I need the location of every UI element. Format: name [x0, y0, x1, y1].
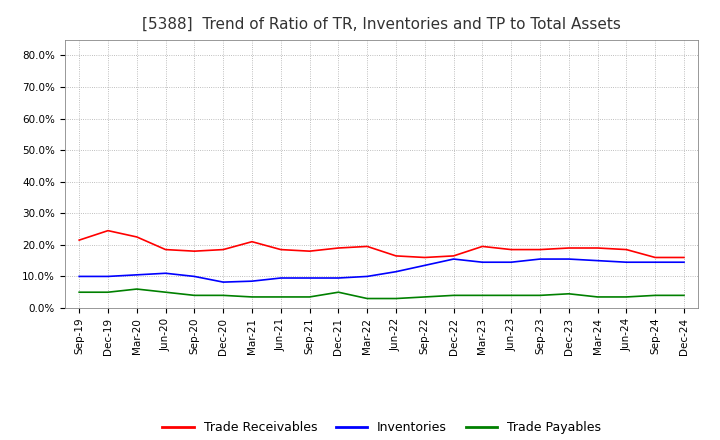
Trade Receivables	[75, 238, 84, 243]
Inventories	[651, 260, 660, 265]
Trade Payables	[190, 293, 199, 298]
Inventories	[104, 274, 112, 279]
Legend: Trade Receivables, Inventories, Trade Payables: Trade Receivables, Inventories, Trade Pa…	[157, 416, 606, 439]
Trade Payables	[507, 293, 516, 298]
Trade Payables	[680, 293, 688, 298]
Inventories	[161, 271, 170, 276]
Trade Payables	[536, 293, 544, 298]
Line: Trade Payables: Trade Payables	[79, 289, 684, 298]
Inventories	[334, 275, 343, 281]
Trade Payables	[334, 290, 343, 295]
Trade Receivables	[132, 235, 141, 240]
Trade Payables	[161, 290, 170, 295]
Trade Receivables	[536, 247, 544, 252]
Inventories	[593, 258, 602, 263]
Inventories	[622, 260, 631, 265]
Trade Receivables	[305, 249, 314, 254]
Inventories	[478, 260, 487, 265]
Inventories	[680, 260, 688, 265]
Trade Payables	[219, 293, 228, 298]
Trade Receivables	[420, 255, 429, 260]
Trade Payables	[276, 294, 285, 300]
Trade Payables	[651, 293, 660, 298]
Trade Payables	[593, 294, 602, 300]
Trade Payables	[420, 294, 429, 300]
Trade Receivables	[593, 246, 602, 251]
Trade Receivables	[564, 246, 573, 251]
Trade Payables	[132, 286, 141, 292]
Trade Receivables	[248, 239, 256, 244]
Inventories	[190, 274, 199, 279]
Trade Payables	[104, 290, 112, 295]
Trade Receivables	[680, 255, 688, 260]
Trade Receivables	[104, 228, 112, 233]
Trade Receivables	[161, 247, 170, 252]
Trade Receivables	[651, 255, 660, 260]
Trade Receivables	[622, 247, 631, 252]
Line: Inventories: Inventories	[79, 259, 684, 282]
Inventories	[132, 272, 141, 278]
Trade Payables	[622, 294, 631, 300]
Trade Payables	[392, 296, 400, 301]
Inventories	[276, 275, 285, 281]
Trade Payables	[305, 294, 314, 300]
Line: Trade Receivables: Trade Receivables	[79, 231, 684, 257]
Inventories	[75, 274, 84, 279]
Inventories	[420, 263, 429, 268]
Trade Receivables	[276, 247, 285, 252]
Inventories	[305, 275, 314, 281]
Inventories	[248, 279, 256, 284]
Trade Receivables	[190, 249, 199, 254]
Inventories	[449, 257, 458, 262]
Trade Receivables	[478, 244, 487, 249]
Trade Receivables	[507, 247, 516, 252]
Trade Receivables	[449, 253, 458, 259]
Trade Payables	[248, 294, 256, 300]
Title: [5388]  Trend of Ratio of TR, Inventories and TP to Total Assets: [5388] Trend of Ratio of TR, Inventories…	[142, 16, 621, 32]
Inventories	[536, 257, 544, 262]
Trade Receivables	[334, 246, 343, 251]
Trade Payables	[363, 296, 372, 301]
Trade Payables	[478, 293, 487, 298]
Trade Payables	[449, 293, 458, 298]
Trade Receivables	[363, 244, 372, 249]
Trade Receivables	[392, 253, 400, 259]
Inventories	[219, 279, 228, 285]
Trade Payables	[75, 290, 84, 295]
Trade Payables	[564, 291, 573, 297]
Inventories	[392, 269, 400, 274]
Inventories	[564, 257, 573, 262]
Inventories	[363, 274, 372, 279]
Inventories	[507, 260, 516, 265]
Trade Receivables	[219, 247, 228, 252]
